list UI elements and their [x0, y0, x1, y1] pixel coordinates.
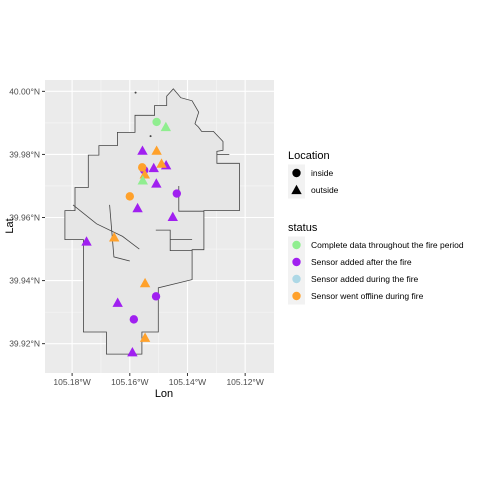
data-point-triangle	[160, 121, 172, 132]
legend-circle-swatch	[292, 168, 301, 178]
legend-status-title: status	[288, 222, 318, 234]
legend-location-label: outside	[311, 185, 339, 195]
legend-triangle-swatch	[291, 184, 302, 195]
legend-status: status Complete data throughout the fire…	[288, 222, 464, 305]
city-boundary	[64, 88, 240, 355]
data-point-triangle	[139, 277, 151, 288]
data-point-triangle	[137, 175, 148, 185]
boundary-dot	[134, 91, 137, 94]
data-point-triangle	[139, 169, 150, 179]
axes-layer: 105.18°W 105.16°W 105.14°W 105.12°W 39.92°N 3…	[9, 86, 264, 387]
legend-status-swatch	[292, 274, 301, 284]
legend-status-swatch	[292, 257, 301, 267]
y-tick-label: 39.92°N	[9, 339, 40, 349]
data-point-circle	[129, 315, 139, 324]
y-tick-label: 40.00°N	[9, 86, 40, 96]
boundary-polygon	[64, 88, 240, 355]
x-tick-label: 105.12°W	[226, 377, 263, 387]
legend-status-label: Sensor added during the fire	[311, 274, 419, 284]
legend-status-label: Sensor went offline during fire	[311, 291, 424, 301]
data-point-triangle	[137, 145, 148, 155]
data-point-triangle	[109, 232, 120, 242]
y-axis-label: Lat	[4, 218, 16, 233]
data-point-triangle	[156, 158, 167, 168]
x-tick-label: 105.18°W	[53, 377, 90, 387]
legend-status-swatch	[292, 240, 301, 250]
data-point-circle	[152, 117, 161, 127]
data-point-circle	[172, 189, 182, 198]
legend-status-label: Sensor added after the fire	[311, 257, 412, 267]
legend-status-swatch	[292, 291, 301, 301]
x-tick-label: 105.16°W	[111, 377, 148, 387]
x-tick-label: 105.14°W	[169, 377, 206, 387]
data-point-circle	[125, 192, 134, 201]
y-tick-label: 39.96°N	[9, 213, 40, 223]
legend-location-label: inside	[311, 168, 333, 178]
data-point-circle	[151, 292, 161, 301]
data-point-triangle	[151, 145, 162, 155]
data-point-triangle	[112, 297, 123, 307]
legend-location-title: Location	[288, 150, 330, 162]
data-point-triangle	[139, 332, 151, 342]
data-point-triangle	[81, 236, 92, 246]
points-layer	[81, 117, 182, 357]
boundary-inner-line	[155, 229, 193, 252]
legend-location: Location inside outside	[288, 150, 339, 199]
y-tick-label: 39.94°N	[9, 276, 40, 286]
data-point-triangle	[167, 211, 178, 222]
y-tick-label: 39.98°N	[9, 149, 40, 159]
data-point-triangle	[132, 202, 143, 213]
data-point-circle	[137, 163, 147, 172]
legend-status-label: Complete data throughout the fire period	[311, 240, 464, 250]
x-axis-label: Lon	[155, 388, 173, 400]
boundary-inner-line	[109, 204, 130, 262]
boundary-inner-line	[72, 204, 140, 250]
boundary-dot	[149, 135, 152, 138]
data-point-triangle	[148, 162, 159, 173]
data-point-triangle	[151, 178, 162, 188]
data-point-triangle	[127, 346, 138, 357]
